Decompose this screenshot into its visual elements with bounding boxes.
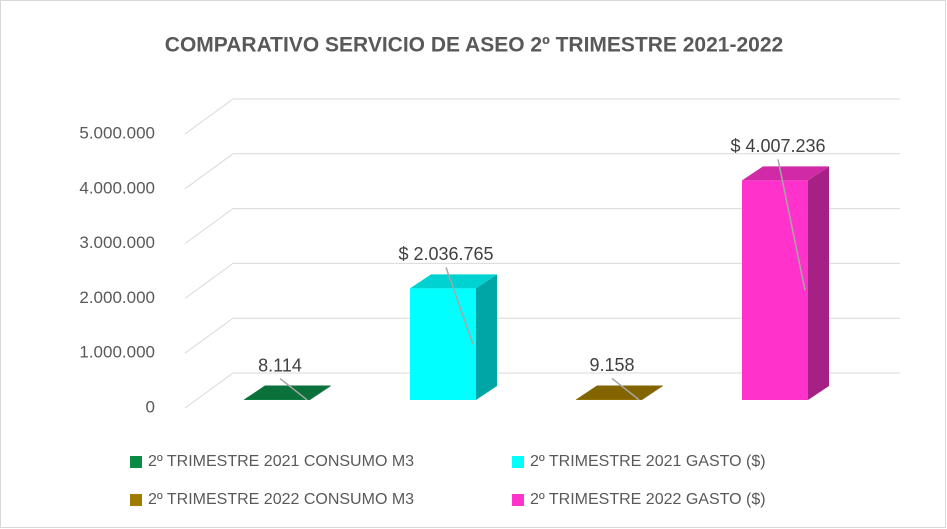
bar-top xyxy=(410,274,497,289)
grid-line xyxy=(184,372,900,409)
chart-title: COMPARATIVO SERVICIO DE ASEO 2º TRIMESTR… xyxy=(165,34,783,57)
bar-top xyxy=(742,166,829,181)
grid-line xyxy=(184,262,900,299)
bar xyxy=(742,166,829,400)
bar-top xyxy=(576,385,663,400)
legend-label: 2º TRIMESTRE 2022 GASTO ($) xyxy=(530,491,766,508)
leader-line xyxy=(445,267,474,345)
leader-line xyxy=(279,377,308,401)
bar xyxy=(410,274,497,400)
bar xyxy=(576,385,663,400)
bar-side xyxy=(808,166,829,400)
grid-line xyxy=(184,208,900,245)
data-label: 9.158 xyxy=(589,355,634,375)
grid-line xyxy=(184,153,900,190)
bar-front xyxy=(410,288,476,400)
bar-side xyxy=(642,385,663,400)
y-tick-label: 0 xyxy=(146,397,155,416)
legend-swatch xyxy=(512,494,524,506)
grid-line xyxy=(184,317,900,354)
data-label: $ 4.007.236 xyxy=(730,136,825,156)
bar xyxy=(244,385,331,400)
y-tick-label: 4.000.000 xyxy=(79,178,155,197)
y-tick-label: 5.000.000 xyxy=(79,123,155,142)
y-tick-label: 3.000.000 xyxy=(79,233,155,252)
y-tick-label: 2.000.000 xyxy=(79,288,155,307)
leader-line xyxy=(611,377,640,401)
bar-front xyxy=(742,180,808,400)
legend-swatch xyxy=(130,494,142,506)
data-label: 8.114 xyxy=(258,355,302,375)
legend-label: 2º TRIMESTRE 2022 CONSUMO M3 xyxy=(148,491,414,508)
grid-line xyxy=(184,98,900,135)
legend-label: 2º TRIMESTRE 2021 CONSUMO M3 xyxy=(148,453,414,470)
data-label: $ 2.036.765 xyxy=(398,244,493,264)
legend-swatch xyxy=(130,456,142,468)
legend-label: 2º TRIMESTRE 2021 GASTO ($) xyxy=(530,453,766,470)
bar-top xyxy=(244,385,331,400)
bar-front xyxy=(576,399,642,400)
bar-side xyxy=(476,274,497,400)
y-tick-label: 1.000.000 xyxy=(79,343,155,362)
legend-swatch xyxy=(512,456,524,468)
bar-side xyxy=(310,385,331,400)
leader-line xyxy=(777,159,806,291)
